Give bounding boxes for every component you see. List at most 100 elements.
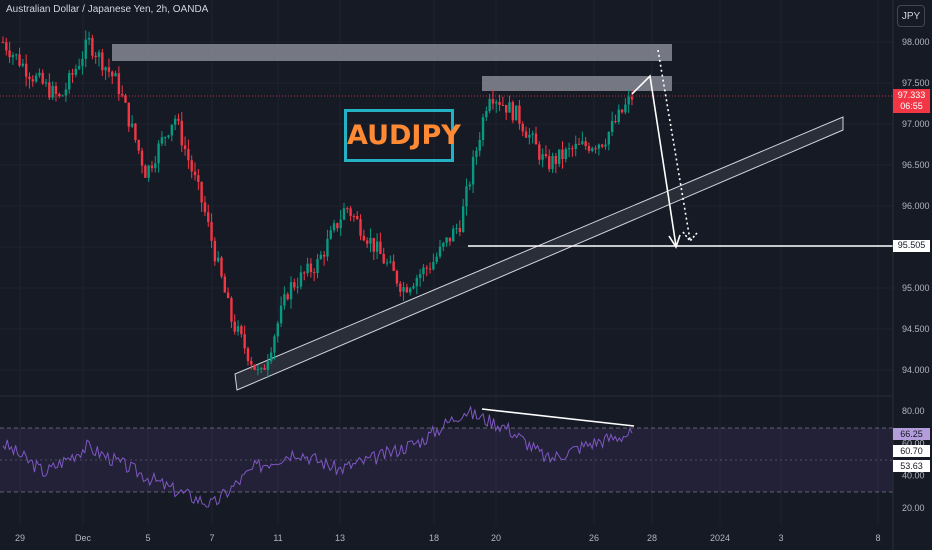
candle-body xyxy=(246,348,250,361)
candle-body xyxy=(144,165,147,178)
candle-body xyxy=(226,292,230,299)
candle-body xyxy=(597,144,601,149)
candle-body xyxy=(140,150,144,166)
candle-body xyxy=(389,261,392,263)
candle-body xyxy=(408,288,412,293)
candle-body xyxy=(319,254,323,260)
candle-body xyxy=(352,215,356,217)
candle-body xyxy=(316,259,319,274)
candle-body xyxy=(220,257,223,277)
candle-body xyxy=(511,102,515,121)
candle-body xyxy=(296,286,299,288)
candle-body xyxy=(236,326,240,332)
candle-body xyxy=(561,149,564,160)
candle-body xyxy=(601,144,604,147)
candle-body xyxy=(322,254,326,257)
bar-countdown: 06:55 xyxy=(900,101,923,111)
candle-body xyxy=(577,143,581,145)
x-tick-label: 11 xyxy=(273,533,282,543)
candle-body xyxy=(438,246,442,257)
x-tick-label: 29 xyxy=(15,533,25,543)
candle-body xyxy=(604,144,607,147)
candle-body xyxy=(216,257,220,262)
candle-body xyxy=(534,133,538,145)
candle-body xyxy=(210,222,213,241)
candle-body xyxy=(207,212,210,223)
current-price-value: 97.333 xyxy=(897,90,926,100)
candle-body xyxy=(594,148,597,150)
candle-body xyxy=(591,148,594,151)
y-tick-label: 95.000 xyxy=(902,283,930,293)
candle-body xyxy=(127,102,130,127)
candle-body xyxy=(385,262,389,264)
rsi-tick-label: 40.00 xyxy=(902,471,925,481)
candle-body xyxy=(356,215,359,220)
candle-body xyxy=(395,270,399,284)
candle-body xyxy=(170,124,174,136)
candle-body xyxy=(269,352,273,362)
x-tick-label: 8 xyxy=(875,533,880,543)
candle-body xyxy=(28,76,31,80)
candle-body xyxy=(435,256,438,262)
candle-body xyxy=(260,368,263,370)
candle-body xyxy=(581,141,584,145)
candle-body xyxy=(130,123,134,127)
candle-body xyxy=(382,253,385,264)
candle-body xyxy=(471,157,475,185)
x-tick-label: 20 xyxy=(491,533,501,543)
candle-body xyxy=(183,145,187,150)
current-price-tag: 97.333 06:55 xyxy=(893,89,930,113)
candle-body xyxy=(97,52,101,58)
candle-body xyxy=(630,96,634,100)
x-tick-label: 18 xyxy=(429,533,439,543)
x-tick-label: 28 xyxy=(647,533,657,543)
candle-body xyxy=(87,37,91,40)
candle-body xyxy=(8,50,11,58)
candle-body xyxy=(567,148,571,150)
candle-body xyxy=(362,235,366,241)
candle-body xyxy=(31,79,34,82)
candle-body xyxy=(610,120,614,132)
y-tick-label: 97.500 xyxy=(902,78,930,88)
candle-body xyxy=(223,276,227,293)
candle-body xyxy=(306,263,309,274)
candle-body xyxy=(514,105,518,121)
candle-body xyxy=(432,261,435,270)
candle-body xyxy=(71,73,74,75)
annotation-zones xyxy=(0,44,893,391)
y-tick-label: 96.500 xyxy=(902,160,930,170)
candle-body xyxy=(94,55,97,58)
candle-body xyxy=(342,208,346,220)
candle-body xyxy=(44,82,48,84)
currency-button[interactable]: JPY xyxy=(897,5,925,27)
candle-body xyxy=(266,361,270,370)
x-tick-label: 3 xyxy=(778,533,783,543)
candle-body xyxy=(617,109,620,123)
candle-body xyxy=(524,131,528,138)
candle-body xyxy=(177,118,180,121)
candle-body xyxy=(461,206,465,232)
y-tick-label: 98.000 xyxy=(902,37,930,47)
candle-body xyxy=(213,240,217,262)
candle-body xyxy=(15,54,18,56)
candle-body xyxy=(346,208,349,210)
candle-body xyxy=(557,149,561,164)
candle-body xyxy=(74,68,78,75)
candle-body xyxy=(538,144,541,160)
candle-body xyxy=(495,101,498,104)
candle-body xyxy=(379,241,382,254)
candle-body xyxy=(54,85,58,94)
candle-body xyxy=(253,364,256,370)
candle-body xyxy=(544,154,548,157)
candle-body xyxy=(41,72,44,84)
x-tick-label: Dec xyxy=(75,533,92,543)
candle-body xyxy=(405,287,409,293)
candle-body xyxy=(452,228,455,242)
candle-body xyxy=(332,223,336,231)
trendline-channel xyxy=(234,116,844,391)
candle-body xyxy=(445,237,448,243)
candle-body xyxy=(107,67,111,72)
candle-body xyxy=(587,146,591,151)
